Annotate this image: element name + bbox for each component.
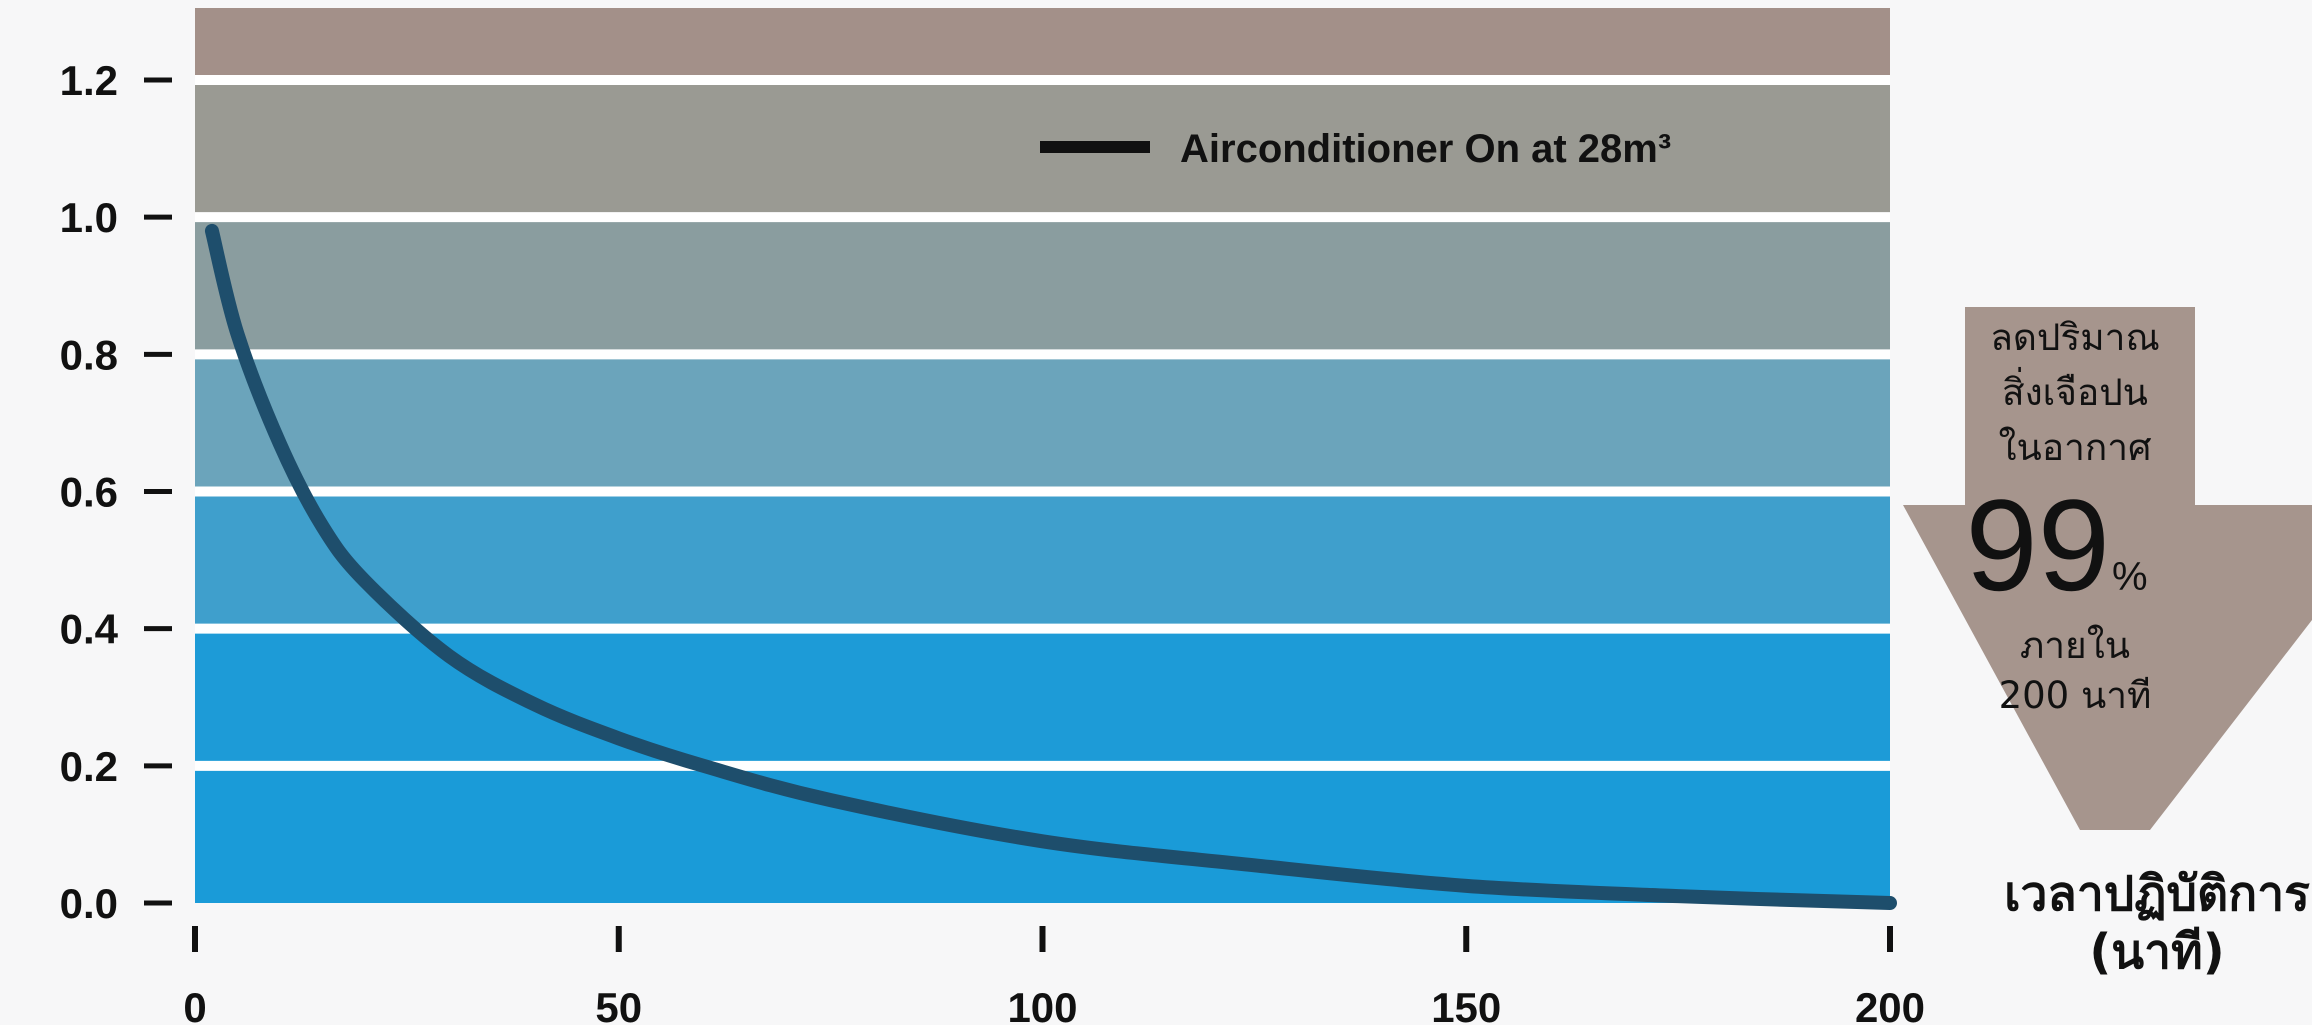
band-3	[195, 354, 1890, 492]
band-6	[195, 8, 1890, 80]
x-tick-label-2: 100	[1007, 984, 1077, 1025]
callout-percent-unit: %	[2112, 555, 2148, 599]
callout-line-1: ลดปริมาณ	[1990, 316, 2160, 359]
callout-subline-1: ภายใน	[2020, 624, 2130, 667]
y-tick-label-1: 0.2	[60, 743, 118, 790]
x-tick-label-4: 200	[1855, 984, 1925, 1025]
y-axis: 0.0 0.2 0.4 0.6 0.8 1.0 1.2	[60, 57, 172, 927]
y-tick-label-6: 1.2	[60, 57, 118, 104]
x-axis-title-line-2: (นาที)	[2089, 924, 2224, 980]
reduction-callout: ลดปริมาณ สิ่งเจือปน ในอากาศ 99 % ภายใน 2…	[1903, 307, 2312, 830]
band-4	[195, 217, 1890, 355]
band-1	[195, 628, 1890, 766]
x-axis-title: เวลาปฏิบัติการ (นาที)	[2004, 866, 2310, 980]
y-tick-label-2: 0.4	[60, 606, 119, 653]
band-2	[195, 491, 1890, 629]
y-tick-label-5: 1.0	[60, 194, 118, 241]
y-tick-label-4: 0.8	[60, 331, 118, 378]
series-line-0	[204, 223, 1897, 910]
x-axis: 0 50 100 150 200	[183, 926, 1925, 1025]
legend: Airconditioner On at 28m³	[1040, 127, 1671, 171]
down-arrow-icon	[1903, 307, 2312, 830]
callout-line-2: สิ่งเจือปน	[2002, 366, 2148, 414]
y-tick-label-0: 0.0	[60, 880, 118, 927]
x-axis-title-line-1: เวลาปฏิบัติการ	[2004, 866, 2310, 922]
y-tick-label-3: 0.6	[60, 469, 118, 516]
data-series	[204, 223, 1897, 910]
x-tick-label-1: 50	[595, 984, 642, 1025]
x-tick-label-0: 0	[183, 984, 206, 1025]
callout-subline-2: 200 นาที	[1999, 674, 2152, 717]
x-tick-label-3: 150	[1431, 984, 1501, 1025]
callout-percent-value: 99	[1965, 472, 2110, 618]
legend-label: Airconditioner On at 28m³	[1180, 127, 1671, 171]
callout-line-3: ในอากาศ	[1998, 426, 2152, 469]
background-bands	[195, 8, 1890, 903]
